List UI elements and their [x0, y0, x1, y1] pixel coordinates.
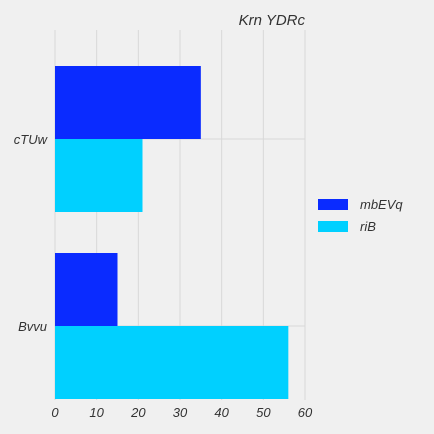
- legend-label-riB: riB: [360, 219, 376, 234]
- y-tick-label: Bvvu: [18, 319, 47, 334]
- x-tick-label: 20: [130, 405, 146, 420]
- x-tick-label: 50: [256, 405, 271, 420]
- legend-swatch-mbEVq: [318, 199, 348, 210]
- bar-mbEVq-Bvvu: [55, 253, 118, 326]
- x-tick-label: 10: [89, 405, 104, 420]
- bar-riB-Bvvu: [55, 326, 289, 399]
- x-tick-label: 0: [51, 405, 59, 420]
- ticks-layer: 0 10 20 30 40 50 60 cTUw Bvvu: [14, 132, 313, 420]
- x-tick-label: 30: [173, 405, 188, 420]
- bars-layer: [55, 66, 289, 399]
- legend: mbEVq riB: [318, 197, 403, 234]
- legend-swatch-riB: [318, 221, 348, 232]
- x-tick-label: 40: [214, 405, 229, 420]
- chart-title: Krn YDRc: [239, 12, 306, 29]
- y-tick-label: cTUw: [14, 132, 49, 147]
- bar-mbEVq-cTUw: [55, 66, 201, 139]
- x-tick-label: 60: [298, 405, 313, 420]
- legend-label-mbEVq: mbEVq: [360, 197, 403, 212]
- bar-riB-cTUw: [55, 139, 143, 212]
